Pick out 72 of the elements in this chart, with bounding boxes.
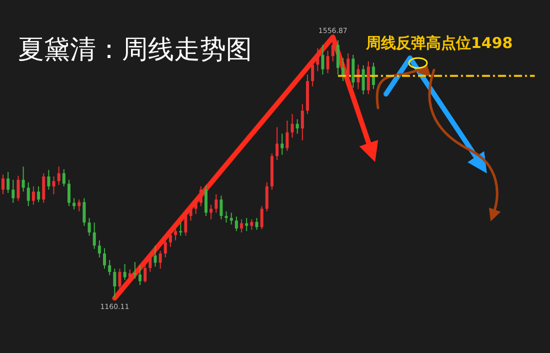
candlestick	[62, 168, 66, 187]
candlestick	[316, 48, 320, 72]
chart-title: 夏黛清：周线走势图	[18, 35, 252, 65]
candlestick	[133, 262, 136, 279]
candlestick	[290, 113, 294, 138]
candlestick	[144, 264, 147, 283]
candlestick	[194, 198, 198, 215]
candlestick	[189, 206, 192, 222]
candlestick	[154, 245, 157, 268]
candlestick	[224, 210, 228, 224]
candlestick	[37, 186, 40, 203]
candlestick	[98, 240, 101, 258]
candlestick	[245, 217, 248, 232]
candlestick	[103, 248, 106, 270]
candlestick	[184, 212, 188, 236]
candlestick	[12, 179, 15, 204]
candlestick	[148, 252, 152, 272]
candlestick	[42, 172, 46, 204]
candlestick	[331, 36, 334, 62]
candlestick	[366, 60, 370, 95]
candlestick	[220, 195, 223, 220]
candlestick	[57, 166, 60, 186]
candlestick	[260, 206, 264, 230]
candlestick	[22, 166, 25, 192]
ref-line-label: 周线反弹高点位1498	[365, 34, 513, 52]
candlestick	[276, 126, 279, 161]
candlestick	[67, 179, 70, 207]
candlestick	[108, 260, 112, 276]
candlestick	[138, 264, 142, 286]
candlestick	[6, 171, 10, 194]
candlestick	[47, 169, 50, 190]
candlestick	[346, 52, 350, 79]
candlestick	[164, 238, 167, 258]
candlestick	[123, 264, 126, 280]
candlestick	[286, 120, 289, 152]
candlestick	[326, 50, 330, 74]
candlestick	[92, 222, 96, 250]
candlestick	[372, 62, 375, 90]
candlestick	[214, 194, 218, 214]
candlestick	[255, 217, 258, 230]
candlestick	[32, 186, 35, 206]
candlestick	[72, 198, 76, 210]
candlestick	[352, 54, 355, 88]
candlestick	[240, 218, 244, 233]
candlestick	[128, 268, 132, 282]
candlestick	[280, 133, 284, 156]
candlestick	[210, 204, 213, 220]
candlestick	[311, 58, 314, 87]
candlestick	[204, 184, 208, 216]
candlestick	[362, 64, 365, 95]
candlestick	[158, 250, 162, 270]
candlestick	[2, 174, 5, 195]
candlestick	[26, 182, 30, 207]
candlestick	[321, 44, 324, 75]
candlestick	[118, 268, 122, 290]
candlestick	[230, 212, 233, 226]
candlestick	[52, 176, 56, 195]
candlestick	[78, 199, 81, 212]
candlestick	[250, 218, 254, 230]
candlestick	[300, 104, 304, 141]
candlestick	[234, 216, 238, 232]
candlestick	[265, 182, 268, 212]
candlestick	[199, 186, 202, 207]
candlestick	[336, 40, 340, 75]
candlestick	[82, 198, 86, 226]
candlestick	[174, 226, 178, 241]
candlestick	[16, 175, 20, 202]
candlestick	[168, 230, 172, 248]
candlestick	[179, 222, 182, 236]
candlestick	[88, 217, 91, 236]
candlestick	[296, 118, 299, 134]
candlestick	[113, 268, 116, 299]
